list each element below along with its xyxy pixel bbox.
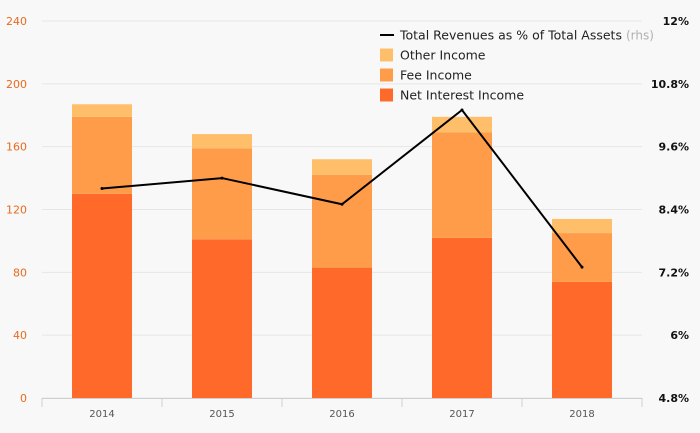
x-tick-label: 2017 (449, 409, 474, 420)
bar-segment (192, 148, 252, 240)
y-tick-label: 0 (20, 392, 27, 405)
y2-tick-label: 10.8% (651, 78, 689, 91)
y2-tick-label: 6% (670, 329, 689, 342)
line-point (220, 176, 224, 180)
bar-segment (312, 267, 372, 398)
bar-segment (312, 174, 372, 268)
y-tick-label: 160 (6, 141, 27, 154)
legend-swatch (380, 68, 393, 82)
line-point (580, 265, 584, 269)
bars (72, 104, 612, 398)
legend-item: Fee Income (380, 68, 472, 83)
x-tick-label: 2014 (89, 409, 114, 420)
bar-segment (312, 159, 372, 175)
bar-segment (432, 132, 492, 238)
legend-line-suffix: (rhs) (626, 29, 654, 43)
y-tick-label: 240 (6, 15, 27, 28)
bar-segment (192, 134, 252, 149)
axes: 0 40 80 120 160 200 240 4.8% 6% 7.2% 8.4% 9.6% 10.8%… (6, 15, 689, 420)
bar-segment (72, 116, 132, 194)
legend-item-line: Total Revenues as % of Total Assets (rhs… (380, 28, 654, 43)
line-point (340, 202, 344, 206)
y-tick-label: 200 (6, 78, 27, 91)
legend-label: Other Income (400, 48, 486, 63)
x-tick-label: 2016 (329, 409, 354, 420)
legend-swatch (380, 48, 393, 62)
bar-segment (192, 239, 252, 398)
line-point (460, 108, 464, 112)
bar-segment (72, 193, 132, 398)
y2-tick-label: 9.6% (658, 141, 689, 154)
legend-swatch (380, 88, 393, 102)
revenue-ratio-line (100, 108, 584, 269)
bar-segment (72, 104, 132, 117)
y2-tick-label: 7.2% (658, 266, 689, 279)
y-tick-label: 40 (13, 329, 27, 342)
legend-label: Fee Income (400, 68, 472, 83)
y2-tick-label: 8.4% (658, 204, 689, 217)
legend-label: Net Interest Income (400, 88, 524, 103)
bar-segment (552, 218, 612, 234)
y-tick-label: 80 (13, 266, 27, 279)
y2-tick-label: 4.8% (658, 392, 689, 405)
bar-segment (552, 281, 612, 398)
x-tick-label: 2015 (209, 409, 234, 420)
y2-tick-label: 12% (663, 15, 689, 28)
bar-segment (432, 116, 492, 133)
bar-segment (432, 237, 492, 398)
x-tick-label: 2018 (569, 409, 594, 420)
legend-label: Total Revenues as % of Total Assets (rhs… (399, 28, 654, 43)
legend: Total Revenues as % of Total Assets (rhs… (380, 28, 654, 103)
legend-item: Net Interest Income (380, 88, 524, 103)
legend-item: Other Income (380, 48, 486, 63)
y-tick-label: 120 (6, 204, 27, 217)
line-point (100, 187, 104, 191)
legend-line-name: Total Revenues as % of Total Assets (399, 28, 626, 43)
